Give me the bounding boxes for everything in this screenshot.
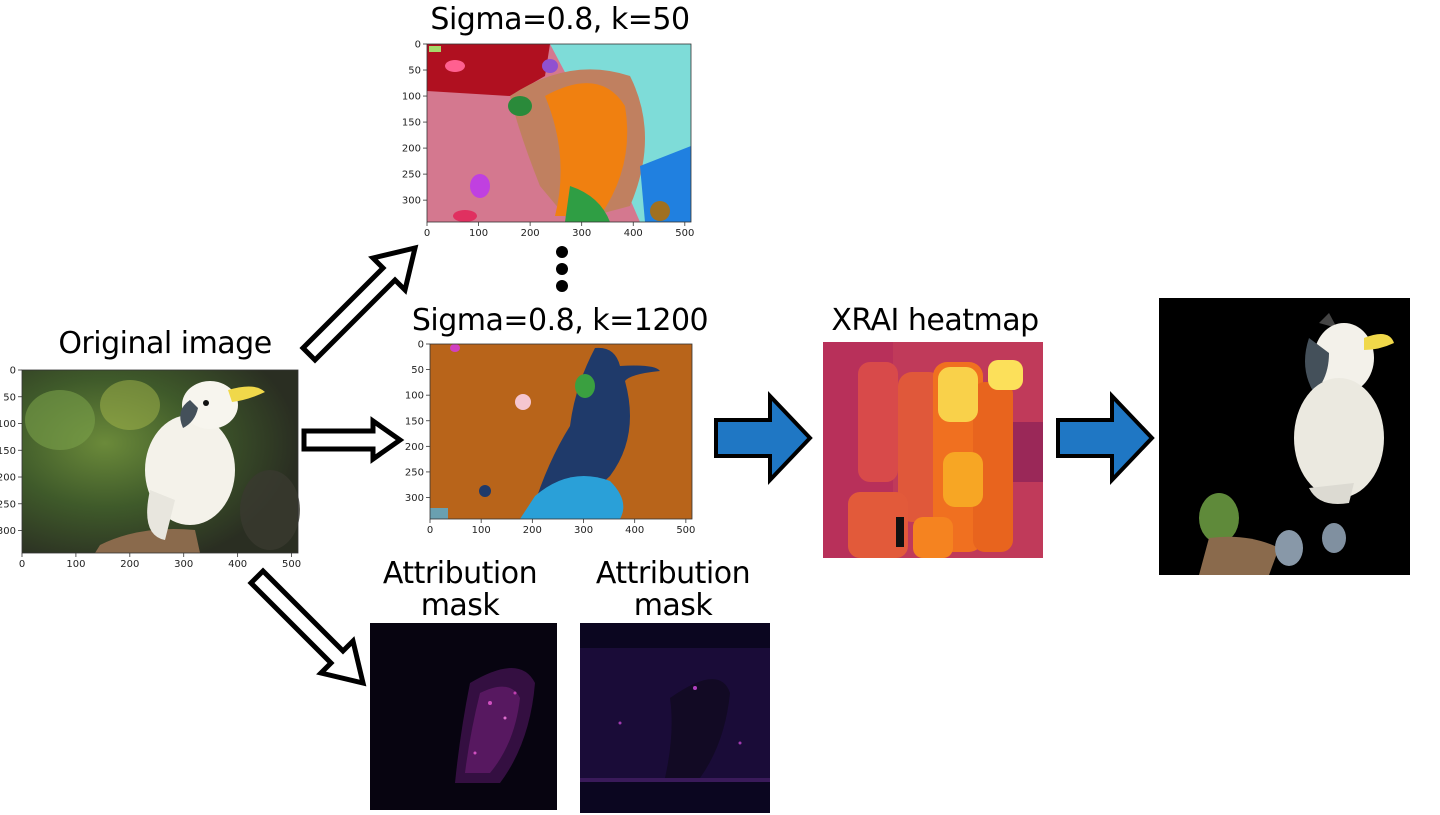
y-tick-label: 0 bbox=[418, 340, 424, 351]
attribution-mask-2-title: Attribution mask bbox=[573, 558, 773, 622]
y-tick-label: 200 bbox=[0, 473, 16, 484]
segmentation-k50-x-ticks: 0 100 200 300 400 500 bbox=[424, 222, 694, 239]
y-tick-label: 0 bbox=[415, 40, 421, 51]
y-tick-label: 200 bbox=[405, 442, 424, 453]
attribution-mask-1-image bbox=[370, 623, 557, 810]
attribution-mask-1-line1: Attribution bbox=[382, 556, 538, 591]
attribution-mask-2-line1: Attribution bbox=[595, 556, 751, 591]
y-tick-label: 100 bbox=[402, 92, 421, 103]
y-tick-label: 300 bbox=[405, 493, 424, 504]
x-tick-label: 0 bbox=[19, 559, 25, 570]
attribution-mask-1-title: Attribution mask bbox=[360, 558, 560, 622]
original-image-title: Original image bbox=[58, 326, 272, 361]
attribution-mask-2-image bbox=[580, 623, 770, 813]
x-tick-label: 500 bbox=[282, 559, 301, 570]
x-tick-label: 200 bbox=[120, 559, 139, 570]
segmentation-k1200-title: Sigma=0.8, k=1200 bbox=[411, 303, 709, 338]
x-tick-label: 500 bbox=[675, 228, 694, 239]
x-tick-label: 200 bbox=[521, 228, 540, 239]
attribution-mask-1-line2: mask bbox=[420, 588, 500, 623]
x-tick-label: 400 bbox=[228, 559, 247, 570]
x-tick-label: 0 bbox=[427, 525, 433, 536]
arrow-to-result-icon bbox=[1056, 391, 1155, 485]
y-tick-label: 150 bbox=[405, 416, 424, 427]
segmentation-k50-title: Sigma=0.8, k=50 bbox=[430, 2, 690, 37]
original-image-plot: 0 50 100 150 200 250 300 0 100 200 300 400 500 bbox=[0, 366, 301, 571]
segmentation-k1200-x-ticks: 0 100 200 300 400 500 bbox=[427, 519, 695, 536]
y-tick-label: 200 bbox=[402, 144, 421, 155]
attribution-mask-2-line2: mask bbox=[633, 588, 713, 623]
x-tick-label: 300 bbox=[572, 228, 591, 239]
x-tick-label: 100 bbox=[66, 559, 85, 570]
y-tick-label: 300 bbox=[0, 526, 16, 537]
xrai-heatmap-image bbox=[823, 342, 1043, 558]
segmentation-k50-plot: 0 50 100 150 200 250 300 0 100 200 300 400 500 bbox=[402, 40, 694, 240]
segmentation-k1200-y-ticks: 0 50 100 150 200 250 300 bbox=[405, 340, 430, 504]
y-tick-label: 100 bbox=[405, 391, 424, 402]
y-tick-label: 150 bbox=[402, 118, 421, 129]
y-tick-label: 50 bbox=[3, 392, 16, 403]
x-tick-label: 300 bbox=[174, 559, 193, 570]
segmentation-k1200-frame bbox=[429, 343, 693, 520]
y-tick-label: 250 bbox=[405, 467, 424, 478]
x-tick-label: 100 bbox=[472, 525, 491, 536]
y-tick-label: 50 bbox=[411, 365, 424, 376]
y-tick-label: 250 bbox=[402, 170, 421, 181]
arrow-to-attribution-icon bbox=[247, 567, 367, 687]
x-tick-label: 300 bbox=[574, 525, 593, 536]
x-tick-label: 400 bbox=[625, 525, 644, 536]
y-tick-label: 100 bbox=[0, 419, 16, 430]
y-tick-label: 150 bbox=[0, 446, 16, 457]
x-tick-label: 100 bbox=[469, 228, 488, 239]
arrow-to-k1200-icon bbox=[301, 416, 405, 464]
segmentation-k50-frame bbox=[426, 43, 692, 223]
segmentation-k50-y-ticks: 0 50 100 150 200 250 300 bbox=[402, 40, 427, 207]
arrow-to-xrai-icon bbox=[714, 391, 813, 485]
x-tick-label: 500 bbox=[676, 525, 695, 536]
original-axes: 0 50 100 150 200 250 300 0 100 200 300 400 500 bbox=[0, 366, 301, 571]
x-tick-label: 200 bbox=[523, 525, 542, 536]
y-tick-label: 0 bbox=[10, 366, 16, 377]
segmentation-k1200-plot: 0 50 100 150 200 250 300 0 100 200 300 400 500 bbox=[405, 340, 696, 537]
xrai-heatmap-title: XRAI heatmap bbox=[831, 303, 1039, 338]
arrow-to-k50-icon bbox=[299, 244, 419, 364]
segmentation-k50-image bbox=[427, 44, 691, 222]
y-tick-label: 50 bbox=[408, 66, 421, 77]
x-tick-label: 0 bbox=[424, 228, 430, 239]
ellipsis-icon bbox=[556, 246, 568, 292]
x-tick-label: 400 bbox=[624, 228, 643, 239]
y-tick-label: 300 bbox=[402, 196, 421, 207]
y-tick-label: 250 bbox=[0, 499, 16, 510]
xrai-masked-result-image bbox=[1159, 298, 1410, 575]
segmentation-k1200-image bbox=[430, 344, 692, 519]
original-photo bbox=[22, 370, 300, 553]
